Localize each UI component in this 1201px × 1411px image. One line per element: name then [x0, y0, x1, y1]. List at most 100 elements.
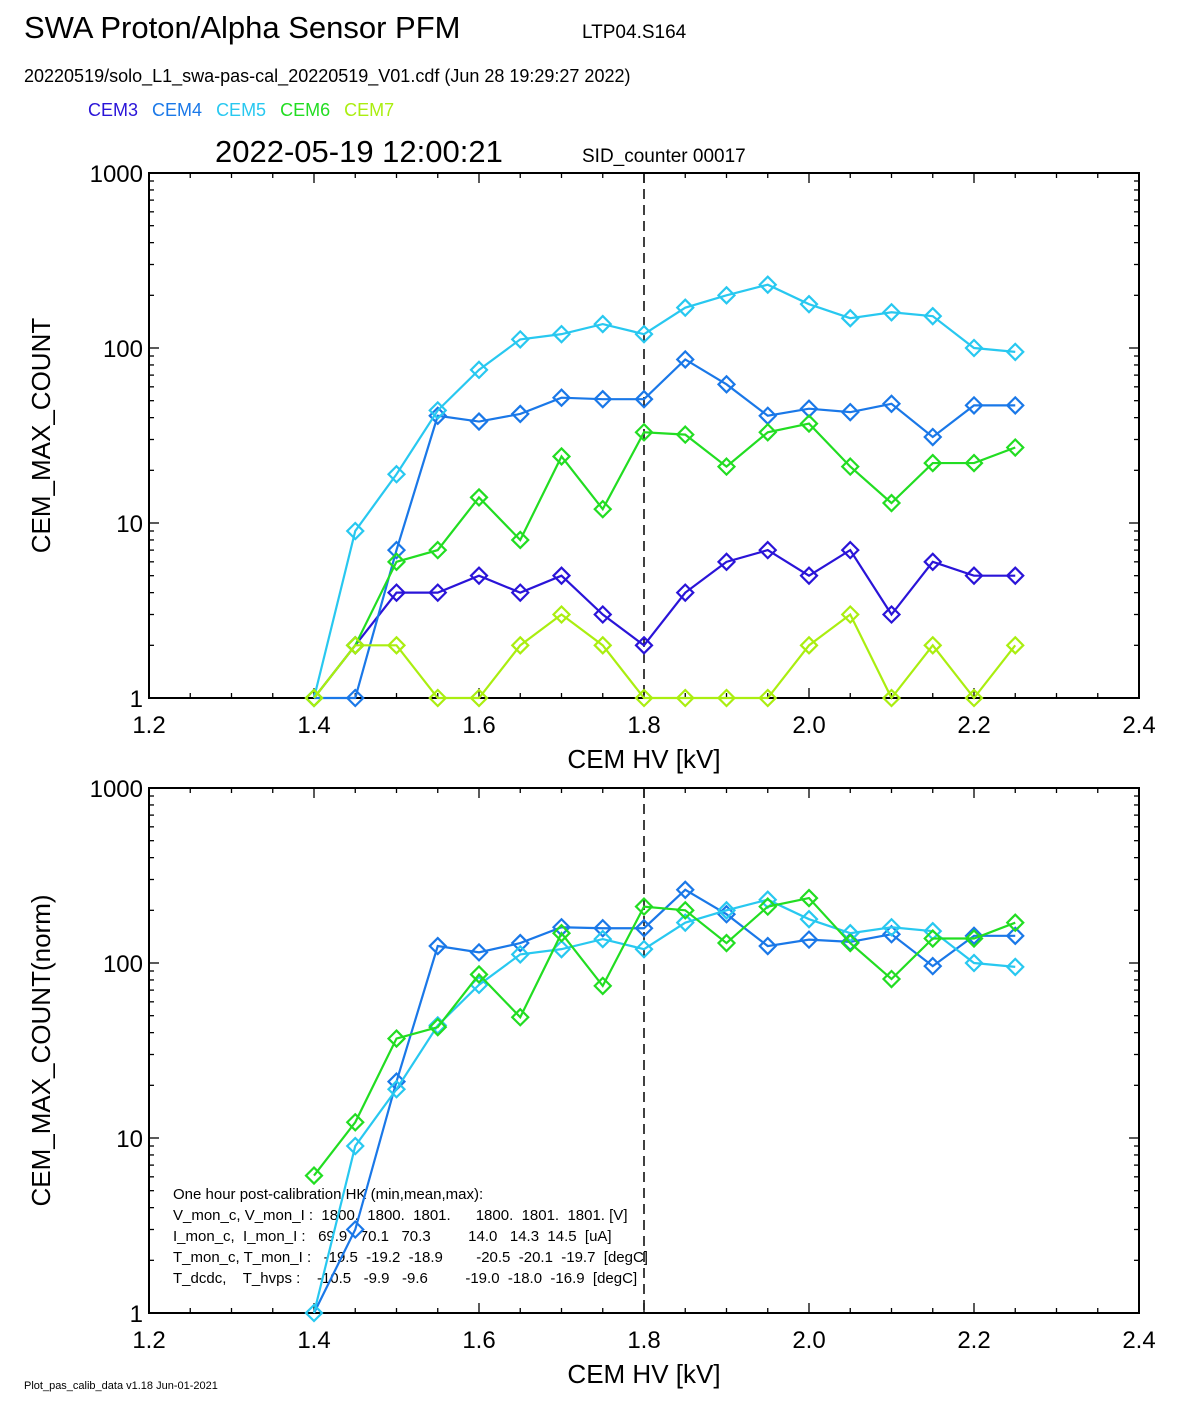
data-point: [1005, 395, 1025, 415]
series-line: [312, 283, 1016, 699]
data-point: [675, 688, 695, 708]
data-point: [840, 457, 860, 477]
data-point: [469, 360, 489, 380]
data-point: [551, 446, 572, 467]
x-axis-label: CEM HV [kV]: [567, 1359, 720, 1389]
legend-item-cem3: CEM3: [88, 100, 139, 120]
x-axis-label: CEM HV [kV]: [567, 744, 720, 774]
data-point: [345, 635, 365, 655]
file-info: 20220519/solo_L1_swa-pas-cal_20220519_V0…: [24, 66, 631, 86]
data-point: [345, 521, 365, 541]
data-point: [923, 552, 943, 572]
data-point: [551, 923, 572, 943]
y-axis-label: CEM_MAX_COUNT(norm): [26, 894, 56, 1206]
data-point: [428, 540, 448, 560]
data-point: [428, 1017, 448, 1037]
data-point: [510, 635, 530, 655]
data-point: [386, 464, 407, 484]
data-point: [840, 308, 860, 328]
sid-counter: SID_counter 00017: [582, 146, 746, 167]
data-point: [469, 411, 489, 432]
series-cem7: [304, 604, 1025, 708]
x-tick-label: 1.6: [462, 1327, 495, 1354]
data-point: [593, 918, 613, 938]
data-point: [923, 635, 943, 655]
data-point: [1005, 437, 1025, 458]
data-point: [345, 1136, 365, 1156]
data-point: [675, 583, 695, 603]
series-cem5: [304, 890, 1025, 1323]
series-line: [313, 896, 1016, 1177]
series-cem3: [313, 540, 1025, 699]
data-point: [675, 900, 695, 920]
legend: CEM3 CEM4 CEM5 CEM6 CEM7: [88, 100, 403, 121]
x-tick-label: 2.4: [1122, 712, 1155, 739]
series-line: [313, 612, 1017, 701]
data-point: [386, 1079, 407, 1099]
x-tick-label: 2.2: [957, 1327, 990, 1354]
data-point: [304, 1303, 324, 1323]
x-tick-label: 1.6: [462, 712, 495, 739]
data-point: [840, 923, 860, 943]
data-point: [799, 909, 819, 929]
data-point: [510, 530, 530, 550]
legend-item-cem6: CEM6: [280, 100, 331, 120]
data-point: [469, 566, 489, 586]
data-point: [675, 349, 695, 370]
x-tick-label: 2.0: [792, 1327, 825, 1354]
annotation-line: T_mon_c, T_mon_I : -19.5 -19.2 -18.9 -20…: [173, 1249, 648, 1266]
data-point: [1005, 342, 1025, 362]
x-tick-label: 1.2: [132, 712, 165, 739]
data-point: [758, 936, 778, 956]
x-tick-label: 1.8: [627, 1327, 660, 1354]
data-point: [716, 285, 737, 305]
data-point: [799, 414, 819, 434]
data-point: [1005, 566, 1025, 586]
data-point: [758, 897, 778, 917]
data-point: [386, 583, 407, 603]
data-point: [675, 425, 695, 445]
data-point: [881, 302, 902, 322]
data-point: [799, 635, 819, 655]
y-tick-label: 100: [103, 951, 143, 978]
data-point: [551, 388, 572, 408]
x-tick-label: 1.4: [297, 1327, 330, 1354]
data-point: [923, 453, 943, 473]
y-tick-label: 1: [130, 1301, 143, 1328]
footer-version: Plot_pas_calib_data v1.18 Jun-01-2021: [24, 1380, 218, 1392]
data-point: [799, 888, 819, 908]
data-point: [386, 1029, 407, 1049]
data-point: [881, 604, 902, 625]
data-point: [593, 314, 613, 334]
data-point: [428, 400, 448, 420]
y-tick-label: 1: [130, 686, 143, 713]
data-point: [469, 964, 489, 985]
data-point: [716, 374, 737, 394]
data-point: [840, 402, 860, 422]
data-point: [593, 929, 613, 949]
data-point: [634, 422, 654, 442]
data-point: [758, 275, 778, 295]
data-point: [593, 389, 613, 409]
data-point: [634, 635, 654, 655]
data-point: [840, 604, 860, 625]
data-point: [428, 583, 448, 603]
x-tick-label: 1.2: [132, 1327, 165, 1354]
data-point: [964, 566, 984, 586]
data-point: [510, 1007, 530, 1027]
data-point: [881, 493, 902, 513]
data-point: [428, 688, 448, 708]
data-point: [304, 1166, 324, 1186]
data-point: [386, 635, 407, 655]
data-point: [964, 953, 984, 973]
series-line: [314, 358, 1016, 700]
data-point: [510, 404, 530, 424]
data-point: [593, 499, 613, 519]
data-point: [964, 928, 984, 949]
series-cem6: [304, 888, 1025, 1186]
data-point: [1005, 913, 1025, 933]
data-point: [923, 928, 943, 949]
data-point: [964, 338, 984, 358]
data-point: [881, 688, 902, 708]
data-point: [840, 540, 860, 560]
